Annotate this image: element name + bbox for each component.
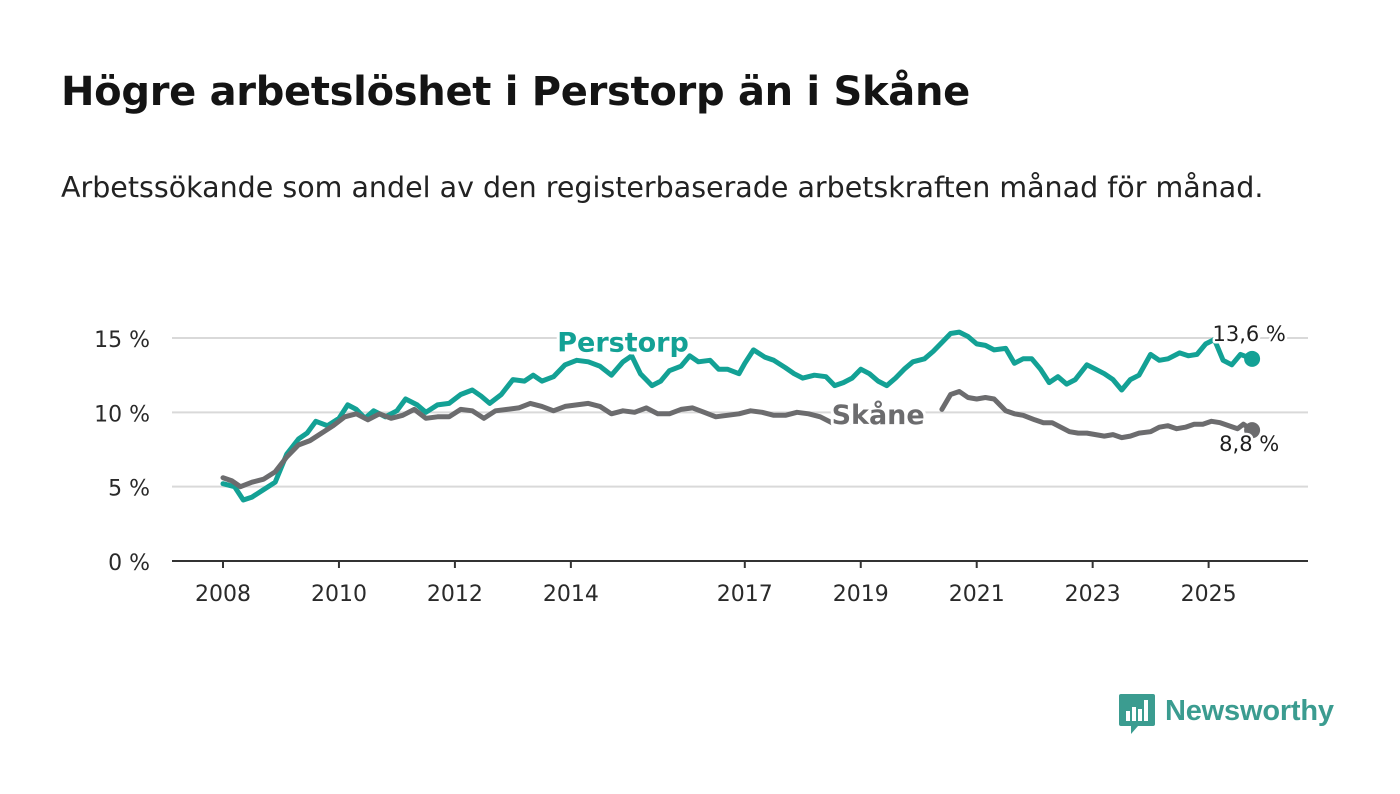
axes: 0 % 5 % 10 % 15 % 2008 2010 2012 2014 2017 2019 20… <box>94 328 1308 607</box>
y-tick-label: 10 % <box>94 402 150 427</box>
series-name-label: Skåne <box>832 399 925 431</box>
series-lines <box>220 329 1261 503</box>
series-end-value-label: 8,8 % <box>1219 432 1279 456</box>
newsworthy-logo: Newsworthy <box>1118 690 1334 738</box>
series-labels: Perstorp 13,6 % Skåne 8,8 % <box>554 319 1288 458</box>
chart-subtitle: Arbetssökande som andel av den registerb… <box>61 171 1264 204</box>
x-tick-label: 2008 <box>195 582 251 607</box>
brand-name: Newsworthy <box>1165 694 1334 727</box>
x-tick-label: 2014 <box>543 582 599 607</box>
newsworthy-logo-icon <box>1119 694 1155 734</box>
y-tick-label: 15 % <box>94 328 150 353</box>
x-tick-label: 2023 <box>1065 582 1121 607</box>
chart-title: Högre arbetslöshet i Perstorp än i Skåne <box>61 69 970 115</box>
x-tick-label: 2021 <box>949 582 1005 607</box>
y-tick-label: 5 % <box>108 477 150 502</box>
series-end-marker <box>1244 350 1261 367</box>
series-line-skåne <box>220 389 1255 490</box>
x-tick-label: 2025 <box>1181 582 1237 607</box>
x-tick-label: 2012 <box>427 582 483 607</box>
series-line-perstorp <box>220 329 1255 503</box>
series-name-label: Perstorp <box>557 327 689 358</box>
x-tick-label: 2017 <box>717 582 773 607</box>
x-tick-label: 2010 <box>311 582 367 607</box>
x-tick-label: 2019 <box>833 582 889 607</box>
series-end-value-label: 13,6 % <box>1213 322 1286 346</box>
y-tick-label: 0 % <box>108 551 150 576</box>
series-end-marker <box>1244 422 1261 439</box>
